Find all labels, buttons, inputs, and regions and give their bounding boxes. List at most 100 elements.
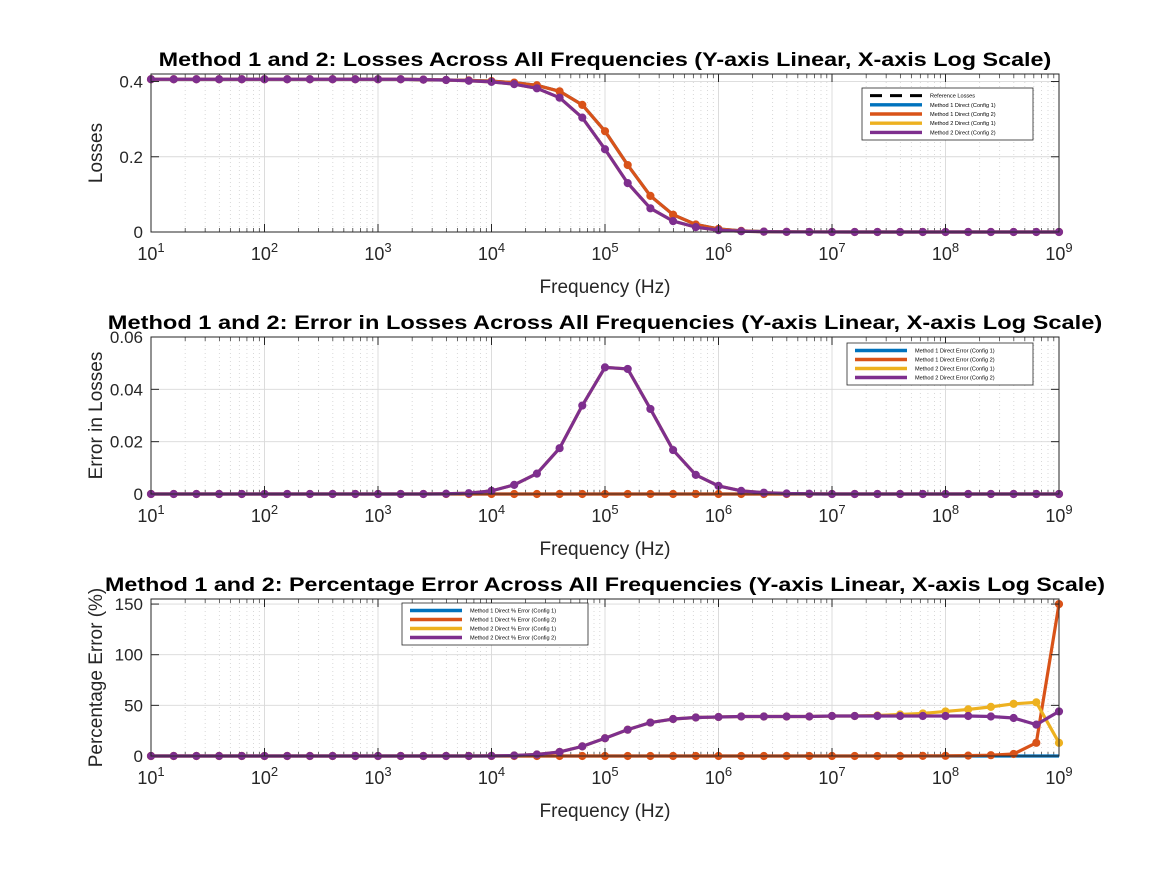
- x-tick-label: 107: [818, 764, 845, 788]
- x-tick-label: 107: [818, 502, 845, 526]
- data-point: [510, 751, 519, 760]
- x-tick-label: 107: [818, 240, 845, 264]
- data-point: [623, 178, 632, 188]
- y-tick-label: 0.2: [119, 148, 143, 167]
- y-tick-label: 0: [134, 485, 143, 504]
- y-axis-label: Losses: [86, 123, 107, 183]
- data-point: [1032, 720, 1041, 729]
- y-tick-label: 0: [134, 223, 143, 242]
- data-point: [986, 712, 996, 721]
- x-tick-label: 106: [705, 240, 732, 264]
- y-axis-label: Percentage Error (%): [86, 588, 107, 768]
- legend-label: Method 1 Direct % Error (Config 2): [470, 618, 556, 624]
- x-tick-label: 104: [478, 240, 505, 264]
- x-tick-label: 101: [137, 502, 164, 526]
- data-point: [986, 702, 996, 711]
- data-point: [623, 160, 632, 170]
- x-tick-label: 108: [932, 502, 959, 526]
- data-point: [510, 480, 519, 489]
- data-point: [555, 444, 564, 453]
- y-tick-label: 0: [134, 747, 143, 766]
- legend-label: Method 2 Direct Error (Config 1): [915, 367, 995, 373]
- x-tick-label: 108: [932, 240, 959, 264]
- x-tick-label: 101: [137, 240, 164, 264]
- data-point: [668, 714, 678, 724]
- data-point: [691, 470, 700, 479]
- y-tick-label: 0.02: [110, 433, 143, 452]
- data-point: [895, 711, 905, 721]
- chart-panel-2: 0 0.02 0.04 0.06 101 102 103 104 105 106 107 108 109…: [86, 313, 1102, 560]
- legend-label: Reference Losses: [930, 94, 975, 100]
- y-tick-label: 150: [115, 595, 143, 614]
- data-point: [532, 84, 542, 93]
- chart-title: Method 1 and 2: Losses Across All Freque…: [159, 50, 1052, 71]
- data-point: [873, 711, 882, 721]
- data-point: [805, 712, 814, 721]
- data-point: [623, 364, 632, 374]
- legend-label: Method 2 Direct % Error (Config 1): [470, 627, 556, 633]
- data-point: [1032, 698, 1041, 707]
- data-point: [668, 216, 678, 226]
- legend-label: Method 1 Direct (Config 2): [930, 112, 996, 118]
- data-point: [737, 227, 746, 236]
- legend-label: Method 2 Direct (Config 1): [930, 121, 996, 127]
- data-point: [759, 488, 769, 497]
- data-point: [782, 489, 791, 498]
- x-tick-label: 102: [251, 502, 278, 526]
- x-tick-label: 106: [705, 764, 732, 788]
- x-tick-label: 109: [1045, 502, 1072, 526]
- x-tick-label: 103: [364, 502, 391, 526]
- data-point: [1009, 713, 1018, 723]
- data-point: [691, 713, 700, 722]
- data-point: [600, 127, 610, 136]
- data-point: [578, 113, 587, 122]
- data-point: [646, 718, 655, 727]
- data-point: [192, 75, 201, 84]
- data-point: [214, 75, 224, 84]
- data-point: [464, 489, 473, 498]
- data-point: [646, 191, 655, 200]
- x-tick-label: 105: [591, 502, 618, 526]
- legend: Reference Losses Method 1 Direct (Config …: [861, 87, 1034, 141]
- x-tick-label: 101: [137, 764, 164, 788]
- legend-label: Method 2 Direct % Error (Config 2): [470, 636, 556, 642]
- data-point: [850, 711, 859, 721]
- data-point: [441, 75, 451, 85]
- chart-panel-1: 0 0.2 0.4 101 102 103 104 105 106 107 108 109 Freque…: [86, 50, 1073, 298]
- x-tick-label: 109: [1045, 240, 1072, 264]
- data-point: [668, 445, 678, 455]
- data-point: [941, 711, 950, 721]
- chart-title: Method 1 and 2: Error in Losses Across A…: [108, 313, 1102, 334]
- data-point: [986, 751, 996, 760]
- y-tick-label: 0.4: [119, 73, 143, 92]
- legend-label: Method 2 Direct (Config 2): [930, 130, 996, 136]
- y-axis-label: Error in Losses: [86, 352, 107, 480]
- data-point: [600, 734, 610, 743]
- x-axis-label: Frequency (Hz): [540, 539, 671, 560]
- data-point: [759, 712, 769, 721]
- data-point: [578, 401, 587, 410]
- data-point: [237, 75, 246, 84]
- y-tick-label: 0.06: [110, 328, 143, 347]
- x-tick-label: 103: [364, 240, 391, 264]
- data-point: [827, 711, 837, 721]
- x-axis-label: Frequency (Hz): [540, 277, 671, 298]
- data-point: [714, 712, 723, 722]
- data-point: [532, 750, 542, 759]
- data-point: [555, 93, 564, 102]
- data-point: [578, 100, 587, 109]
- data-point: [964, 711, 973, 721]
- legend-label: Method 1 Direct (Config 1): [930, 103, 996, 109]
- data-point: [737, 486, 746, 495]
- chart-panel-3: 0 50 100 150 101 102 103 104 105 106 107 108 109 Freq…: [86, 575, 1105, 822]
- data-point: [464, 76, 473, 85]
- x-tick-label: 102: [251, 240, 278, 264]
- data-point: [782, 712, 791, 721]
- data-point: [600, 145, 610, 154]
- data-point: [623, 725, 632, 734]
- data-point: [691, 223, 700, 232]
- x-tick-label: 105: [591, 764, 618, 788]
- legend-label: Method 2 Direct Error (Config 2): [915, 376, 995, 382]
